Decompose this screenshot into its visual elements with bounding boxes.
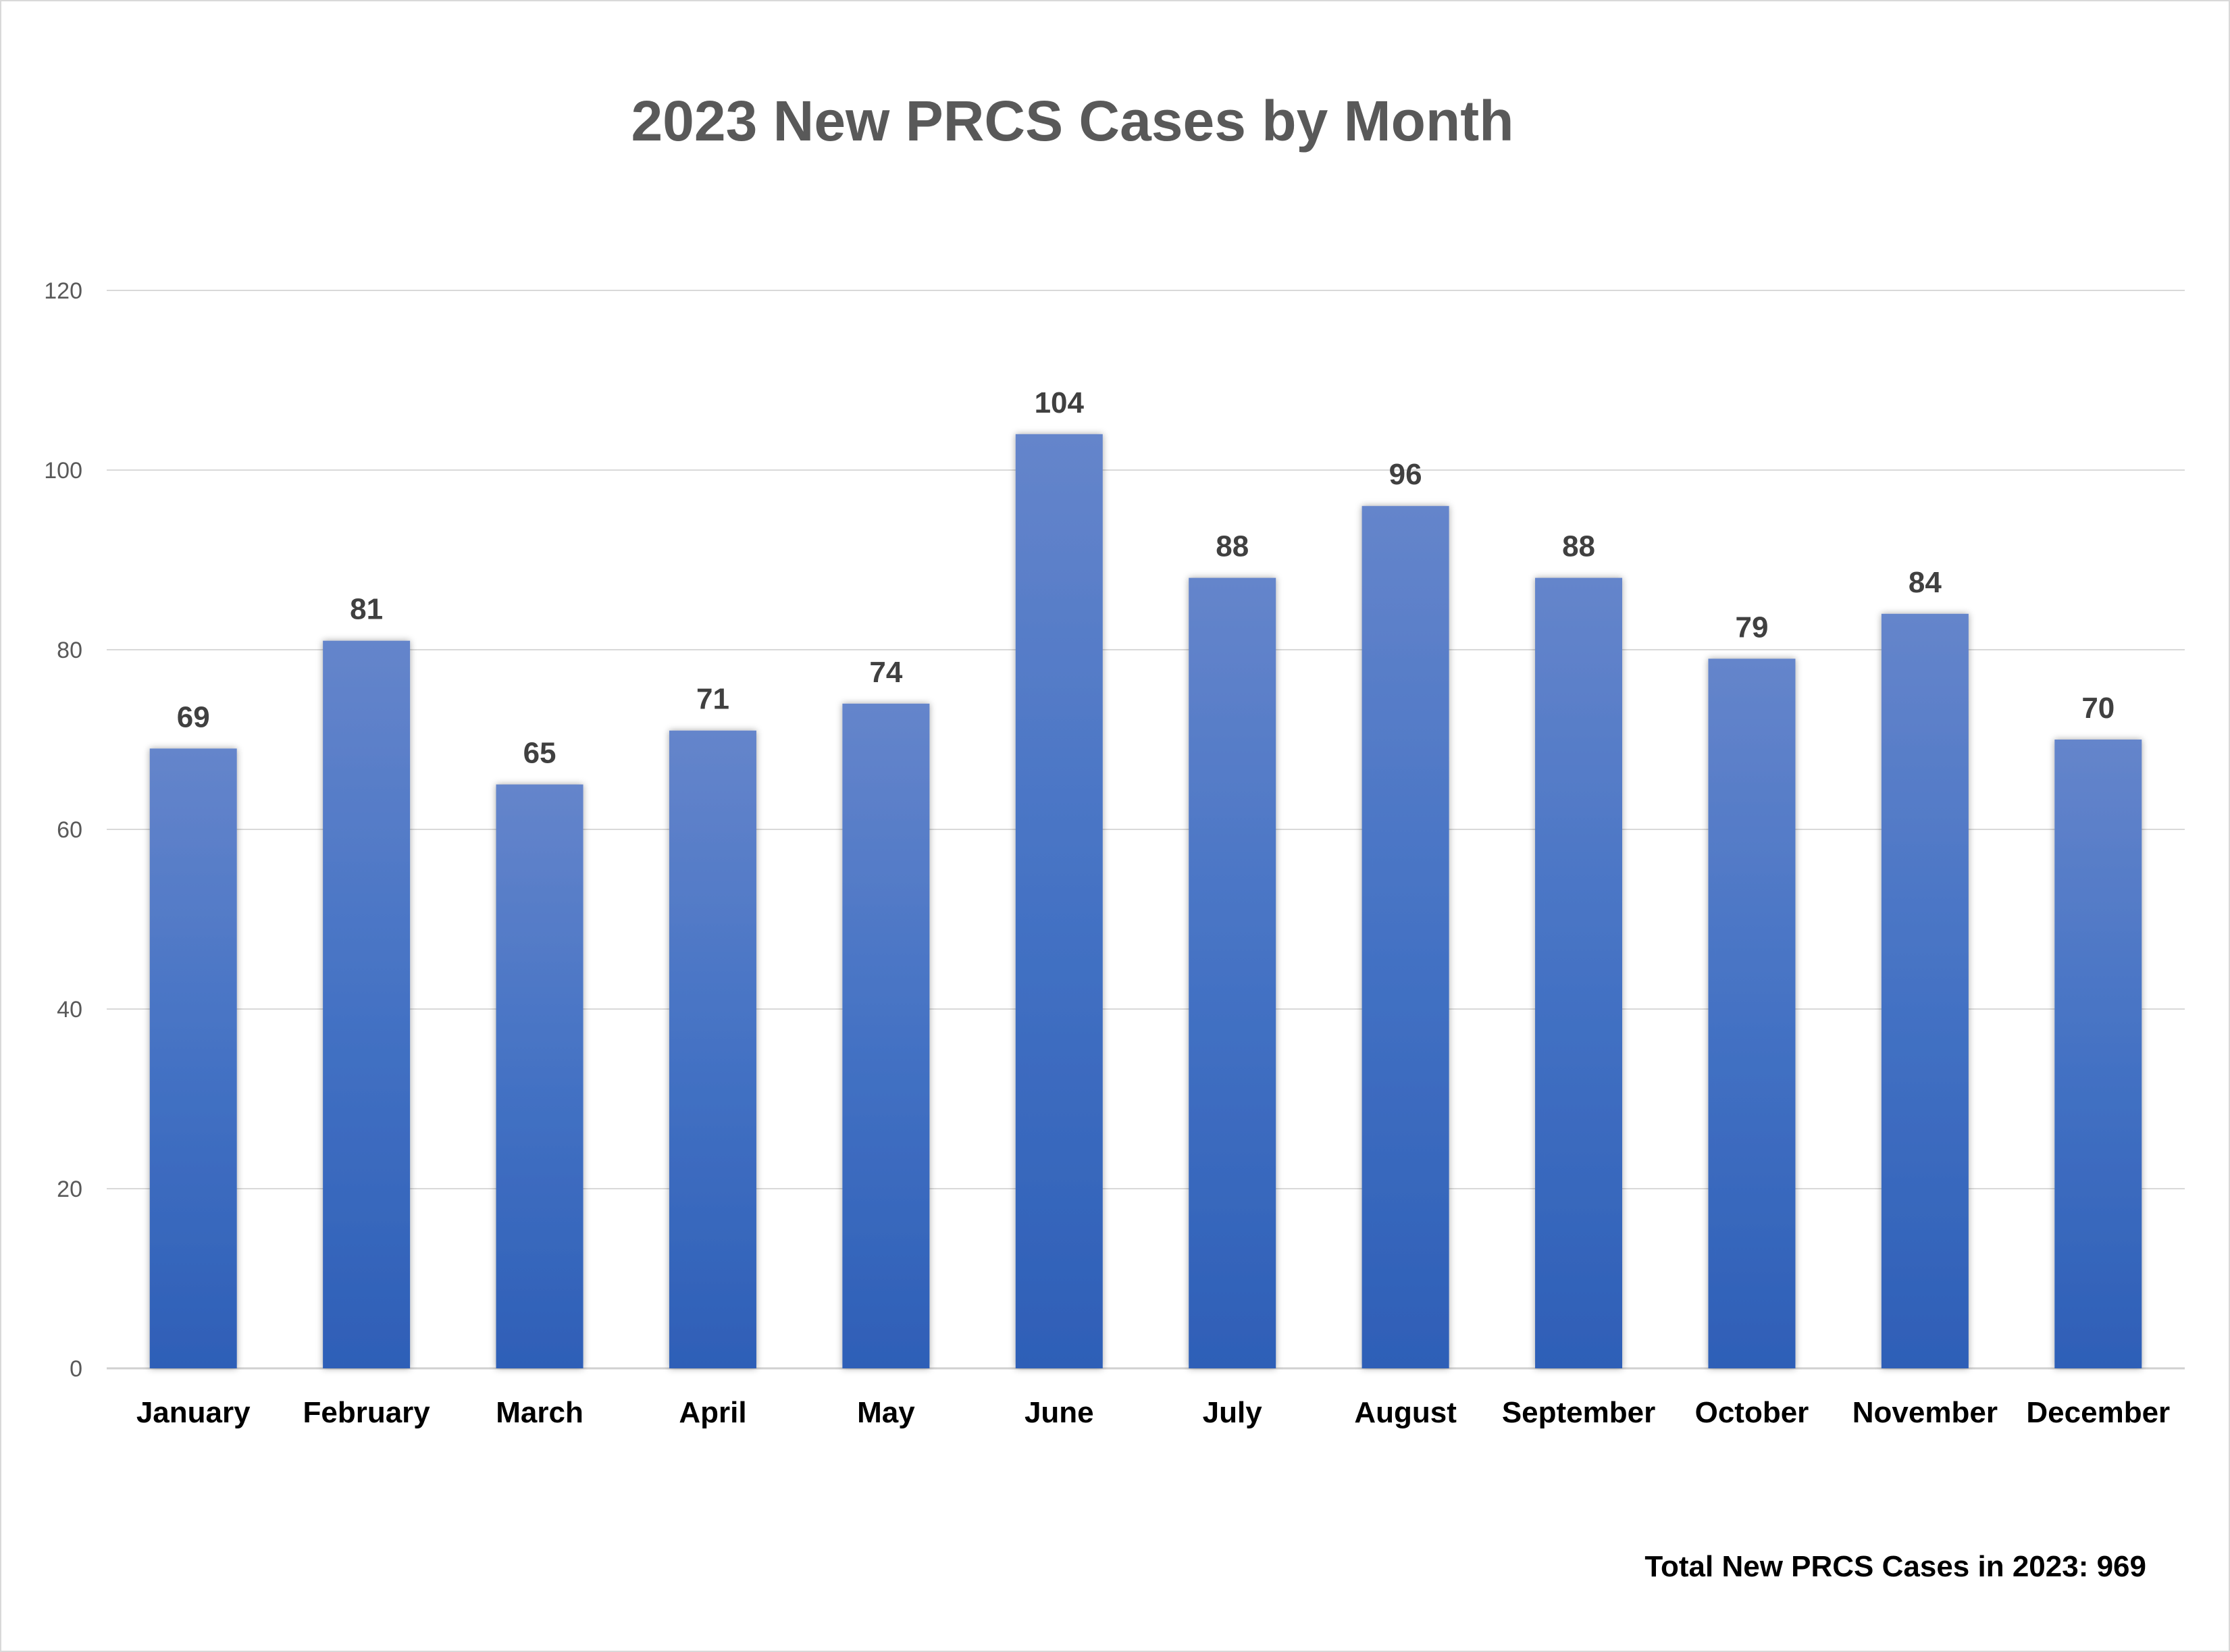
bar-november (1881, 613, 1969, 1368)
chart-title: 2023 New PRCS Cases by Month (631, 89, 1513, 153)
data-label: 69 (177, 700, 210, 733)
data-label: 70 (2081, 692, 2115, 725)
x-tick-label: March (496, 1396, 584, 1429)
bar-december (2054, 740, 2142, 1368)
y-tick-label: 0 (70, 1356, 82, 1382)
y-tick-label: 120 (44, 278, 82, 304)
x-tick-label: December (2026, 1396, 2170, 1429)
data-label: 79 (1735, 611, 1768, 644)
y-tick-label: 20 (57, 1177, 82, 1202)
data-label: 71 (696, 683, 729, 716)
data-label: 96 (1389, 458, 1422, 491)
x-tick-label: September (1502, 1396, 1655, 1429)
bar-september (1535, 577, 1623, 1368)
x-tick-label: November (1852, 1396, 1998, 1429)
data-label: 65 (523, 737, 556, 770)
bar-october (1708, 659, 1796, 1368)
y-tick-label: 80 (57, 638, 82, 663)
y-tick-label: 100 (44, 458, 82, 484)
data-label: 74 (869, 656, 902, 689)
bar-may (842, 703, 930, 1368)
y-tick-label: 40 (57, 997, 82, 1023)
bar-april (669, 730, 756, 1368)
bar-march (496, 784, 584, 1368)
data-label: 88 (1216, 530, 1249, 563)
x-tick-label: February (303, 1396, 430, 1429)
data-label: 81 (350, 593, 383, 626)
x-tick-label: January (136, 1396, 251, 1429)
x-tick-label: June (1025, 1396, 1094, 1429)
data-label: 84 (1909, 566, 1942, 599)
x-tick-label: May (857, 1396, 915, 1429)
data-label: 88 (1562, 530, 1595, 563)
data-label: 104 (1035, 386, 1085, 419)
bar-july (1189, 577, 1276, 1368)
x-tick-label: October (1695, 1396, 1809, 1429)
bar-august (1362, 506, 1449, 1369)
bar-february (323, 640, 411, 1369)
x-tick-label: August (1354, 1396, 1457, 1429)
y-tick-label: 60 (57, 817, 82, 843)
x-tick-label: July (1203, 1396, 1263, 1429)
total-annotation: Total New PRCS Cases in 2023: 969 (1644, 1550, 2146, 1583)
x-tick-label: April (679, 1396, 746, 1429)
bar-june (1015, 434, 1103, 1368)
bar-january (149, 748, 237, 1368)
